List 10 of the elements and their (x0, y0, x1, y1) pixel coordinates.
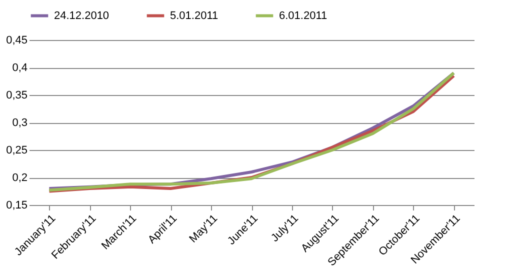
legend-label: 6.01.2011 (279, 10, 328, 22)
y-tick-label: 0,2 (12, 172, 28, 184)
legend-label: 24.12.2010 (54, 10, 110, 22)
y-tick-label: 0,4 (12, 62, 28, 74)
y-tick-label: 0,3 (12, 117, 28, 129)
legend-label: 5.01.2011 (170, 10, 218, 22)
y-tick-label: 0,35 (6, 90, 28, 102)
y-tick-label: 0,15 (6, 200, 28, 212)
y-tick-label: 0,45 (6, 34, 28, 46)
y-tick-label: 0,25 (6, 144, 28, 156)
